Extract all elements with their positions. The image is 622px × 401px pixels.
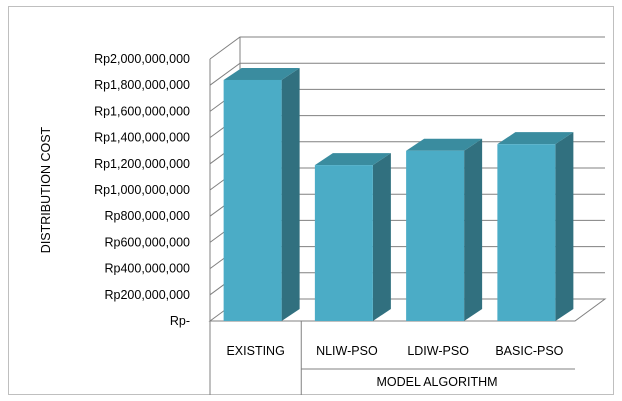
bar-top xyxy=(497,132,574,145)
bar xyxy=(406,150,465,321)
bar xyxy=(223,79,282,322)
y-axis-ticks: Rp- Rp200,000,000 Rp400,000,000 Rp600,000,0… xyxy=(94,52,190,328)
x-tick-label: EXISTING xyxy=(226,344,284,358)
y-tick-label: Rp1,600,000,000 xyxy=(94,104,190,118)
y-axis-title: DISTRIBUTION COST xyxy=(39,126,53,253)
x-axis: EXISTING NLIW-PSO LDIW-PSO BASIC-PSO xyxy=(209,321,575,395)
bar-side xyxy=(281,67,300,322)
y-tick-label: Rp- xyxy=(170,314,190,328)
bar-top xyxy=(406,138,483,151)
y-tick-label: Rp400,000,000 xyxy=(105,262,191,276)
bar-top xyxy=(314,153,391,166)
y-tick-label: Rp1,200,000,000 xyxy=(94,157,190,171)
bars xyxy=(223,67,574,322)
x-tick-label: LDIW-PSO xyxy=(407,344,469,358)
y-tick-label: Rp1,800,000,000 xyxy=(94,78,190,92)
bar-top xyxy=(223,67,300,80)
gridline xyxy=(209,62,605,86)
bar-side xyxy=(555,132,574,321)
y-tick-label: Rp600,000,000 xyxy=(105,235,191,249)
gridline xyxy=(209,36,605,60)
y-tick-label: Rp1,400,000,000 xyxy=(94,131,190,145)
bar xyxy=(497,144,556,321)
x-tick-label: BASIC-PSO xyxy=(495,344,563,358)
y-tick-label: Rp1,000,000,000 xyxy=(94,183,190,197)
y-tick-label: Rp200,000,000 xyxy=(105,288,191,302)
x-tick-label: NLIW-PSO xyxy=(316,344,378,358)
bar xyxy=(314,165,373,321)
x-axis-title: MODEL ALGORITHM xyxy=(376,375,497,389)
bar-side xyxy=(464,138,483,321)
y-tick-label: Rp2,000,000,000 xyxy=(94,52,190,66)
bar-side xyxy=(372,153,391,321)
y-tick-label: Rp800,000,000 xyxy=(105,209,191,223)
